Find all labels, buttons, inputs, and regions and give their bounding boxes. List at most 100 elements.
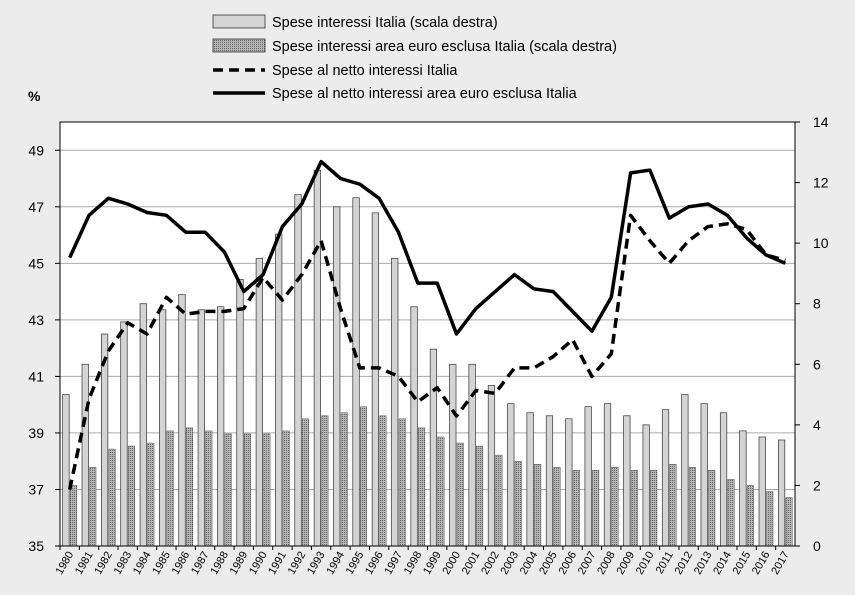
legend-label: Spese interessi Italia (scala destra) xyxy=(272,15,498,31)
right-axis: 0 2 4 6 8 10 12 14 xyxy=(795,114,829,554)
bar-interest-euro-area xyxy=(398,418,406,547)
x-tick-label: 1984 xyxy=(131,550,154,577)
bar-interest-euro-area xyxy=(108,448,116,547)
bar-interest-italy xyxy=(81,363,89,547)
x-tick-label: 2015 xyxy=(731,550,754,577)
x-tick-label: 1982 xyxy=(92,550,115,577)
right-tick-label: 4 xyxy=(813,417,821,433)
left-tick-label: 37 xyxy=(28,481,44,497)
legend-label: Spese al netto interessi area euro esclu… xyxy=(272,86,578,102)
right-tick-label: 6 xyxy=(813,356,821,372)
bar-interest-euro-area xyxy=(553,467,561,547)
bar-interest-euro-area xyxy=(185,427,193,547)
bar-interest-euro-area xyxy=(592,470,600,547)
left-tick-label: 49 xyxy=(28,142,44,158)
x-tick-label: 1986 xyxy=(170,550,193,577)
bar-interest-euro-area xyxy=(379,415,387,547)
bar-interest-euro-area xyxy=(127,445,135,547)
bar-interest-italy xyxy=(410,306,418,547)
bar-interest-euro-area xyxy=(437,436,445,547)
left-tick-label: 41 xyxy=(28,368,44,384)
bar-interest-italy xyxy=(391,257,399,547)
left-axis-unit: % xyxy=(28,88,41,104)
x-tick-label: 2001 xyxy=(460,550,483,577)
bar-interest-italy xyxy=(507,403,515,547)
line-primary-spending-italy xyxy=(67,213,786,490)
bar-interest-italy xyxy=(623,415,631,547)
bar-interest-italy xyxy=(739,430,747,547)
legend-label: Spese al netto interessi Italia xyxy=(272,63,458,79)
bar-interest-euro-area xyxy=(89,467,97,547)
bar-interest-euro-area xyxy=(688,467,696,547)
bar-interest-euro-area xyxy=(166,430,174,547)
bar-interest-italy xyxy=(758,436,766,547)
x-tick-label: 1981 xyxy=(73,550,96,577)
x-tick-label: 2003 xyxy=(499,550,522,577)
line-primary-spending-euro-area xyxy=(68,159,786,336)
right-tick-label: 10 xyxy=(813,235,829,251)
x-tick-label: 1988 xyxy=(208,550,231,577)
right-tick-label: 12 xyxy=(813,175,829,191)
bar-interest-italy xyxy=(139,303,147,547)
x-tick-label: 2008 xyxy=(595,550,618,577)
left-axis: 35 37 39 41 43 45 47 49 xyxy=(28,142,60,554)
bar-interest-euro-area xyxy=(650,470,658,547)
bar-interest-euro-area xyxy=(263,433,271,547)
left-tick-label: 39 xyxy=(28,425,44,441)
bar-interest-euro-area xyxy=(244,433,251,547)
legend-swatch xyxy=(212,38,266,53)
bar-interest-italy xyxy=(275,233,283,547)
x-tick-label: 1989 xyxy=(228,550,251,577)
bar-interest-italy xyxy=(661,409,670,547)
bar-interest-italy xyxy=(62,394,70,547)
x-tick-label: 1990 xyxy=(247,550,270,577)
legend-label: Spese interessi area euro esclusa Italia… xyxy=(272,39,617,55)
bar-interest-euro-area xyxy=(630,470,638,547)
bar-interest-euro-area xyxy=(321,415,329,547)
bar-interest-italy xyxy=(545,415,554,547)
bar-interest-italy xyxy=(642,424,650,547)
bar-interest-italy xyxy=(429,348,438,547)
bar-interest-euro-area xyxy=(69,485,77,547)
x-tick-label: 1985 xyxy=(150,550,173,577)
bar-interest-italy xyxy=(159,309,167,547)
bar-interest-italy xyxy=(313,170,321,547)
bar-interest-italy xyxy=(777,439,786,547)
bar-interest-italy xyxy=(197,309,205,547)
bar-interest-italy xyxy=(333,206,341,547)
x-tick-label: 1993 xyxy=(305,550,328,577)
x-tick-label: 1983 xyxy=(112,550,135,577)
bar-interest-italy xyxy=(700,403,708,547)
bar-interest-euro-area xyxy=(340,412,348,547)
bar-interest-euro-area xyxy=(785,497,793,547)
x-tick-label: 1996 xyxy=(363,550,386,577)
bar-interest-italy xyxy=(294,194,302,547)
left-tick-label: 43 xyxy=(28,312,44,328)
bar-interest-euro-area xyxy=(572,470,580,547)
x-tick-label: 2013 xyxy=(692,550,715,577)
line-series xyxy=(67,159,786,490)
bar-series xyxy=(62,170,793,547)
bar-interest-euro-area xyxy=(495,454,503,547)
x-tick-label: 2014 xyxy=(711,550,734,577)
bar-interest-italy xyxy=(584,406,592,547)
bar-interest-italy xyxy=(178,294,186,547)
bar-interest-euro-area xyxy=(746,485,754,547)
bar-interest-euro-area xyxy=(302,418,310,547)
x-tick-label: 2012 xyxy=(673,550,696,577)
bar-interest-euro-area xyxy=(282,430,290,547)
right-tick-label: 8 xyxy=(813,296,821,312)
bar-interest-italy xyxy=(255,257,263,547)
x-tick-label: 1987 xyxy=(189,550,212,577)
x-tick-label: 2006 xyxy=(557,550,580,577)
bar-interest-euro-area xyxy=(708,470,716,547)
x-axis: 1980198119821983198419851986198719881989… xyxy=(54,546,792,577)
bar-interest-euro-area xyxy=(224,433,232,547)
legend: Spese interessi Italia (scala destra) Spe… xyxy=(212,14,617,102)
x-tick-label: 2017 xyxy=(769,550,792,577)
x-tick-label: 2009 xyxy=(615,550,638,577)
bar-interest-euro-area xyxy=(611,467,619,547)
bar-interest-euro-area xyxy=(147,442,155,547)
bar-interest-euro-area xyxy=(514,460,522,547)
x-tick-label: 1997 xyxy=(382,550,405,577)
